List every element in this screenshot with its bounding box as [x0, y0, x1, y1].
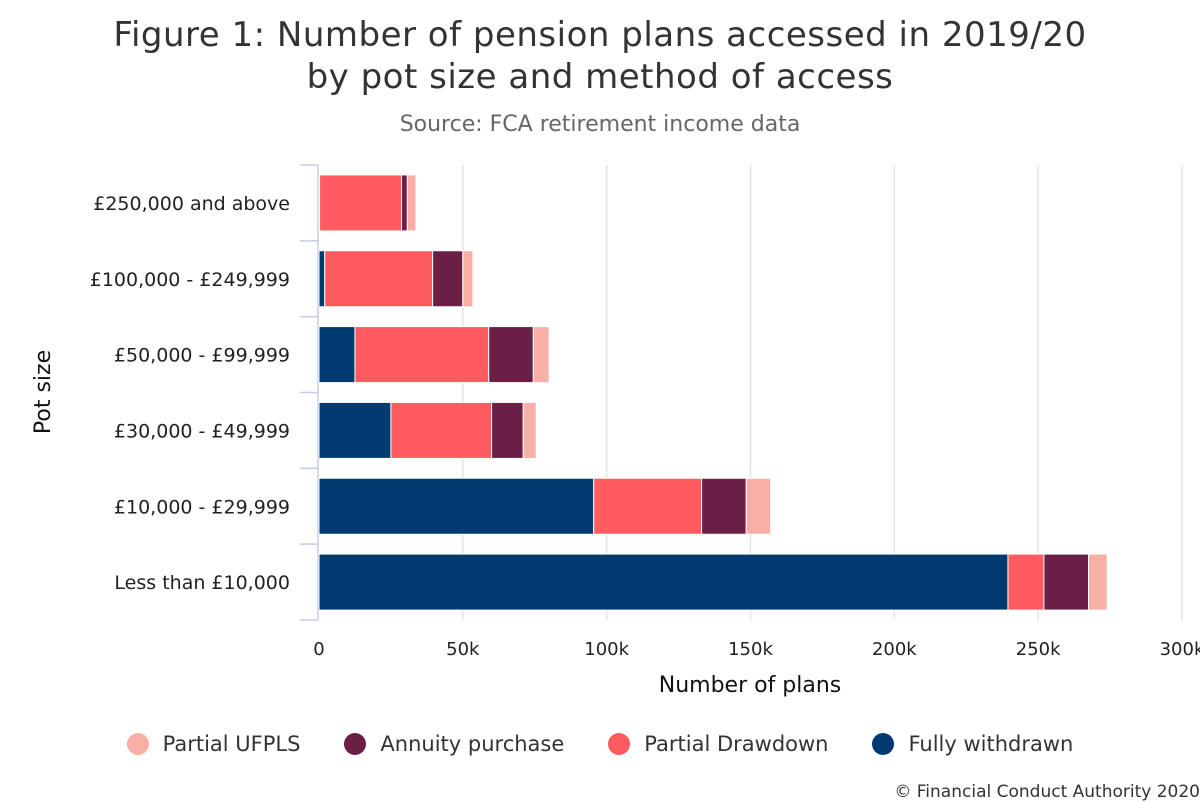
- legend-swatch-fully-withdrawn: [872, 733, 895, 755]
- bar-fully-withdrawn-3: [318, 326, 356, 384]
- chart-subtitle: Source: FCA retirement income data: [399, 112, 801, 137]
- x-tick-label: 50k: [446, 639, 480, 660]
- x-tick-label: 0: [313, 639, 324, 660]
- y-tick-label: £10,000 - £29,999: [114, 496, 290, 518]
- bar-annuity-purchase-5: [701, 477, 747, 535]
- chart-title-line-2: by pot size and method of access: [306, 57, 894, 97]
- x-axis-title: Number of plans: [659, 673, 842, 698]
- bar-partial-drawdown-1: [319, 174, 403, 232]
- x-tick-label: 150k: [728, 639, 773, 660]
- x-tick-label: 300k: [1160, 639, 1200, 660]
- legend-swatch-partial-drawdown: [608, 733, 631, 755]
- legend-swatch-partial-ufpls: [126, 733, 149, 755]
- y-tick-label: £100,000 - £249,999: [90, 269, 290, 291]
- y-tick-label: £250,000 and above: [93, 193, 290, 215]
- bar-fully-withdrawn-4: [318, 401, 392, 459]
- bar-partial-ufpls-4: [522, 401, 537, 459]
- bar-partial-ufpls-1: [406, 174, 417, 232]
- legend-label-partial-drawdown: Partial Drawdown: [644, 732, 829, 756]
- y-tick-label: £50,000 - £99,999: [114, 345, 290, 367]
- bar-partial-ufpls-6: [1088, 553, 1108, 611]
- legend-swatch-annuity-purchase: [344, 733, 367, 755]
- chart-legend: Partial UFPLS Annuity purchase Partial D…: [0, 732, 1200, 756]
- bar-annuity-purchase-2: [432, 250, 464, 308]
- bar-partial-ufpls-3: [532, 326, 550, 384]
- x-tick-label: 200k: [872, 639, 917, 660]
- chart-title-line-1: Figure 1: Number of pension plans access…: [113, 15, 1087, 55]
- bar-fully-withdrawn-6: [318, 553, 1009, 611]
- legend-item-partial-drawdown[interactable]: Partial Drawdown: [608, 732, 828, 756]
- bar-annuity-purchase-1: [401, 174, 408, 232]
- bar-annuity-purchase-4: [491, 401, 524, 459]
- bar-annuity-purchase-3: [488, 326, 534, 384]
- y-tick-label: Less than £10,000: [114, 572, 290, 594]
- bar-chart: £250,000 and above £100,000 - £249,999 £50…: [31, 164, 1200, 698]
- y-axis-title: Pot size: [31, 350, 56, 434]
- copyright-credit: © Financial Conduct Authority 2020: [894, 782, 1200, 802]
- bar-partial-drawdown-4: [390, 401, 493, 459]
- legend-label-partial-ufpls: Partial UFPLS: [162, 732, 301, 756]
- legend-item-fully-withdrawn[interactable]: Fully withdrawn: [872, 732, 1073, 756]
- bar-partial-drawdown-5: [593, 477, 703, 535]
- bar-fully-withdrawn-2: [318, 250, 326, 308]
- chart-title: Figure 1: Number of pension plans access…: [0, 14, 1200, 98]
- legend-item-partial-ufpls[interactable]: Partial UFPLS: [126, 732, 301, 756]
- bar-annuity-purchase-6: [1043, 553, 1090, 611]
- bar-partial-ufpls-5: [745, 477, 772, 535]
- legend-label-fully-withdrawn: Fully withdrawn: [908, 732, 1074, 756]
- x-tick-label: 250k: [1016, 639, 1061, 660]
- bar-partial-drawdown-6: [1007, 553, 1045, 611]
- x-tick-label: 100k: [584, 639, 629, 660]
- bar-partial-ufpls-2: [462, 250, 474, 308]
- bar-partial-drawdown-2: [324, 250, 434, 308]
- bar-partial-drawdown-3: [354, 326, 490, 384]
- bar-fully-withdrawn-5: [318, 477, 595, 535]
- legend-label-annuity-purchase: Annuity purchase: [380, 732, 565, 756]
- legend-item-annuity-purchase[interactable]: Annuity purchase: [344, 732, 564, 756]
- y-tick-label: £30,000 - £49,999: [114, 420, 290, 442]
